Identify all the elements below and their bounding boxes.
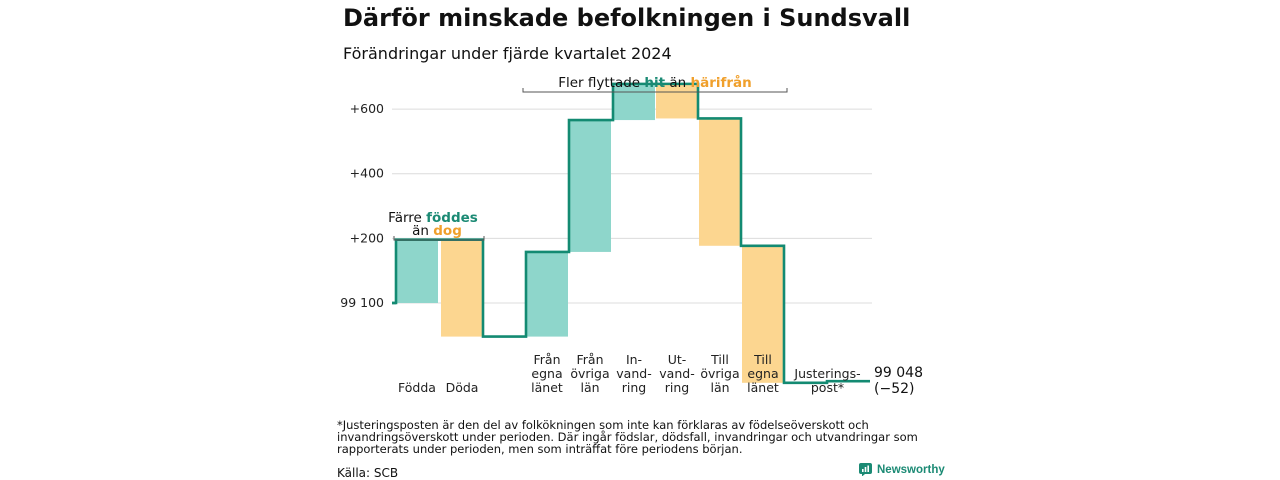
- bar-0: [396, 239, 438, 303]
- y-tick-label-2: +400: [350, 166, 384, 181]
- annotation-births-line1: Färre föddes: [388, 210, 478, 226]
- source-text: Källa: SCB: [337, 466, 399, 480]
- category-label-2: Från egna länet: [531, 352, 563, 395]
- end-value-label: 99 048: [874, 365, 923, 381]
- annotation-migration-bracket: [522, 88, 788, 93]
- category-label-1: Döda: [446, 380, 479, 395]
- annotation-births-line2: än dog: [412, 223, 462, 239]
- y-tick-label-1: +200: [350, 230, 384, 245]
- category-label-6: Till övriga län: [700, 352, 739, 395]
- y-tick-label-0: 99 100: [340, 295, 384, 310]
- category-label-8: Justerings-post*: [793, 366, 860, 395]
- footnote: *Justeringsposten är den del av folkökni…: [337, 418, 918, 456]
- bar-2: [526, 251, 568, 337]
- bar-7: [742, 245, 784, 383]
- bar-3: [569, 120, 611, 252]
- category-label-3: Från övriga län: [570, 352, 609, 395]
- category-label-4: In-vand-ring: [616, 352, 651, 395]
- bar-6: [699, 118, 741, 246]
- chart-subtitle: Förändringar under fjärde kvartalet 2024: [343, 44, 672, 63]
- annotation-births-bracket: [393, 236, 485, 241]
- brand-name: Newsworthy: [877, 463, 945, 476]
- y-tick-label-3: +600: [350, 101, 384, 116]
- chart-title: Därför minskade befolkningen i Sundsvall: [343, 4, 911, 32]
- category-label-0: Födda: [398, 380, 436, 395]
- newsworthy-logo-icon: [859, 463, 872, 476]
- waterfall-line: [392, 82, 870, 385]
- bar-4: [613, 83, 655, 121]
- bar-5: [656, 83, 698, 119]
- brand: Newsworthy: [859, 463, 945, 476]
- bar-1: [441, 239, 483, 337]
- annotation-migration: Fler flyttade hit än härifrån: [558, 74, 752, 91]
- category-label-7: Till egna länet: [747, 352, 779, 395]
- category-label-5: Ut-vand-ring: [659, 352, 694, 395]
- end-change-label: (−52): [874, 381, 914, 397]
